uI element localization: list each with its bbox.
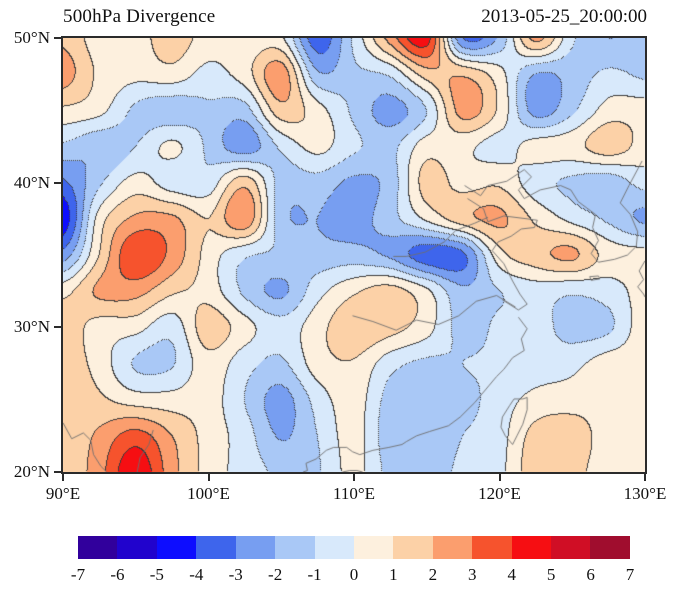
contour-map-canvas	[63, 38, 645, 472]
colorbar-segment	[235, 536, 276, 559]
y-axis-tick-label: 20°N	[13, 462, 50, 481]
y-axis-tick	[54, 471, 61, 473]
colorbar-segment	[78, 536, 118, 559]
x-axis-tick-label: 110°E	[332, 484, 376, 503]
colorbar-tick-label: 7	[625, 565, 635, 584]
x-axis-tick	[207, 474, 210, 481]
x-axis-tick	[353, 474, 355, 481]
colorbar-segment	[551, 536, 591, 559]
colorbar-segment	[511, 536, 552, 559]
colorbar-segment	[472, 536, 512, 559]
y-axis-tick-label: 30°N	[13, 317, 50, 337]
colorbar-segment	[432, 536, 473, 559]
y-axis-tick	[54, 326, 61, 329]
colorbar-segment	[353, 536, 394, 559]
colorbar-segment	[156, 536, 197, 559]
x-axis-tick	[644, 474, 646, 481]
colorbar-segment	[117, 536, 157, 559]
colorbar-tick-label: -5	[149, 565, 164, 584]
colorbar-tick-label: -2	[268, 565, 283, 584]
colorbar-tick-label: 3	[468, 565, 477, 584]
colorbar-tick-label: 5	[546, 565, 556, 584]
x-axis-tick-label: 90°E	[45, 484, 81, 503]
plot-title: 500hPa Divergence	[63, 6, 216, 27]
x-axis-tick	[62, 474, 64, 481]
colorbar-tick-label: -3	[228, 565, 243, 584]
y-axis-tick	[54, 37, 61, 39]
colorbar-tick-label: 4	[507, 565, 516, 584]
colorbar-segment	[275, 536, 315, 559]
y-axis-tick-label: 50°N	[13, 28, 50, 47]
y-axis-tick-label: 40°N	[13, 172, 50, 192]
colorbar-tick-label: 2	[428, 565, 438, 584]
colorbar-segment	[590, 536, 630, 559]
x-axis-tick-label: 100°E	[187, 484, 230, 503]
x-axis-tick-label: 120°E	[478, 484, 521, 503]
y-axis-tick	[54, 181, 61, 184]
colorbar-tick-label: -7	[70, 565, 86, 584]
colorbar-tick-label: 0	[349, 565, 359, 584]
colorbar-segment	[196, 536, 236, 559]
colorbar-tick-label: -6	[110, 565, 125, 584]
map-frame	[61, 36, 647, 474]
colorbar-labels: -7 -6 -5 -4 -3 -2 -1 0 1 2 3 4 5 6 7	[71, 565, 634, 587]
colorbar-tick-label: -4	[189, 565, 204, 584]
colorbar-segment	[393, 536, 433, 559]
colorbar-tick-label: -1	[307, 565, 322, 584]
x-axis-tick-label: 130°E	[623, 484, 667, 503]
colorbar-segment	[314, 536, 354, 559]
x-axis-tick	[498, 474, 501, 481]
colorbar	[78, 536, 630, 559]
colorbar-tick-label: 1	[389, 565, 398, 584]
plot-timestamp: 2013-05-25_20:00:00	[481, 6, 647, 27]
colorbar-tick-label: 6	[586, 565, 595, 584]
